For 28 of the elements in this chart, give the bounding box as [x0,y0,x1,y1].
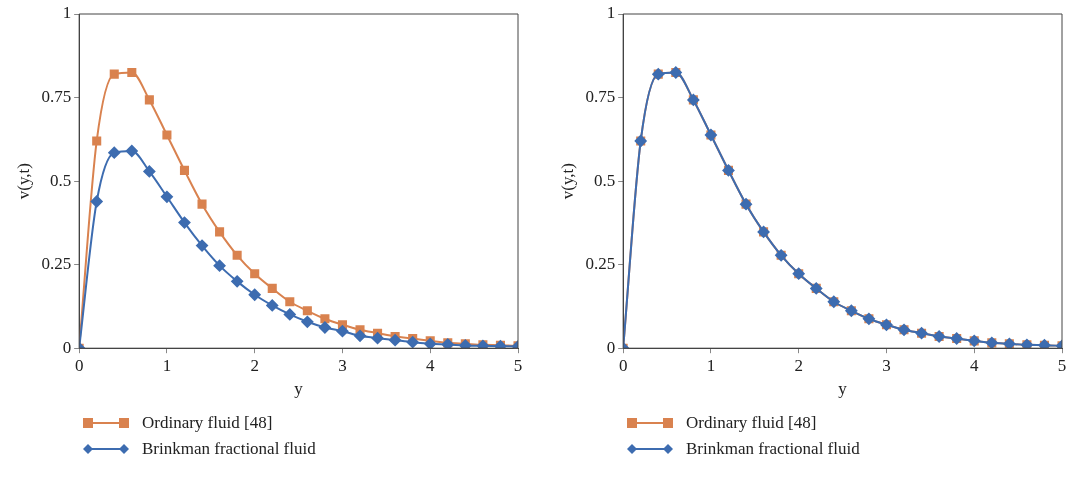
y-tick-label: 0.25 [41,254,72,274]
y-tick-label: 1 [606,3,616,23]
x-tick-label: 1 [162,355,172,375]
y-tick-label: 0.75 [585,87,616,107]
x-axis-title: y [838,379,848,399]
x-tick-label: 4 [969,355,979,375]
legend-label: Brinkman fractional fluid [686,439,860,459]
y-tick-label: 0 [606,337,616,357]
legend-label: Ordinary fluid [48] [686,413,817,433]
x-tick-label: 3 [338,355,347,375]
y-tick-label: 0.5 [593,170,616,190]
y-tick-label: 0 [62,337,72,357]
x-tick-label: 3 [882,355,891,375]
x-tick-label: 5 [1057,355,1067,375]
y-axis-title: v(y,t) [13,163,33,200]
y-tick-label: 0.75 [41,87,72,107]
legend-label: Ordinary fluid [48] [142,413,273,433]
x-tick-label: 2 [250,355,259,375]
x-axis-title: y [294,379,304,399]
x-tick-label: 4 [425,355,435,375]
x-tick-label: 5 [513,355,523,375]
y-tick-label: 1 [62,3,72,23]
legend-label: Brinkman fractional fluid [142,439,316,459]
y-tick-label: 0.5 [49,170,72,190]
x-tick-label: 2 [794,355,803,375]
y-axis-title: v(y,t) [557,163,577,200]
y-tick-label: 0.25 [585,254,616,274]
x-tick-label: 1 [706,355,716,375]
